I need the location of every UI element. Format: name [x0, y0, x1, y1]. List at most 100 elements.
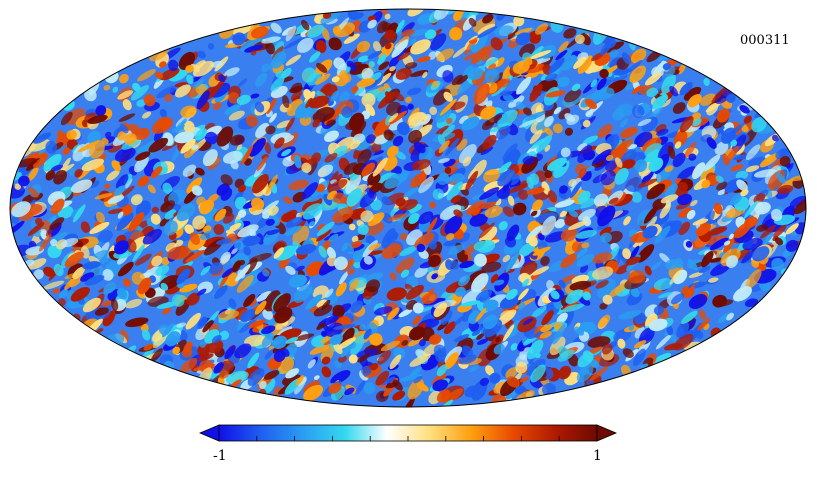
field-blob [224, 104, 241, 115]
field-blob [717, 189, 727, 196]
field-blob [405, 62, 418, 69]
field-blob [117, 261, 134, 277]
field-blob [312, 107, 335, 123]
field-blob [284, 225, 302, 237]
field-blob [730, 164, 744, 172]
field-blob [730, 192, 743, 206]
field-blob [250, 26, 269, 39]
field-blob [525, 111, 546, 121]
field-blob [326, 119, 337, 127]
field-blob [33, 158, 46, 169]
field-blob [411, 159, 431, 171]
field-blob [125, 298, 143, 309]
field-blob [493, 25, 514, 37]
field-blob [368, 61, 375, 68]
field-blob [361, 92, 376, 108]
field-blob [106, 169, 120, 182]
field-blob [128, 212, 145, 232]
field-blob [709, 257, 723, 263]
field-blob [333, 192, 346, 204]
field-blob [103, 183, 111, 190]
field-blob [324, 288, 334, 298]
field-blob [736, 179, 748, 192]
field-blob [697, 317, 711, 331]
field-blob [285, 54, 301, 66]
field-blob [290, 90, 303, 101]
field-blob [368, 243, 382, 251]
field-blob [96, 328, 104, 333]
field-blob [793, 197, 806, 215]
field-blob [207, 43, 215, 50]
field-blob [479, 377, 490, 387]
field-blob [560, 147, 571, 158]
field-blob [446, 117, 453, 124]
field-blob [692, 162, 706, 180]
field-blob [615, 264, 631, 275]
field-blob [327, 179, 348, 193]
field-blob [134, 155, 149, 173]
field-blob [435, 107, 452, 123]
field-blob [117, 90, 133, 100]
field-blob [288, 179, 309, 191]
field-blob [254, 300, 267, 315]
field-blob [708, 226, 728, 236]
field-blob [372, 157, 388, 177]
field-blob [514, 27, 533, 35]
field-blob [642, 225, 658, 239]
field-blob [14, 183, 21, 190]
field-blob [652, 95, 667, 110]
field-blob [321, 299, 331, 310]
field-blob [224, 67, 240, 77]
field-blob [558, 108, 571, 120]
field-blob [240, 309, 257, 322]
field-blob [630, 286, 640, 298]
field-blob [315, 40, 327, 54]
field-blob [356, 78, 376, 88]
field-blob [605, 160, 618, 172]
field-blob [112, 86, 119, 93]
field-blob [122, 99, 132, 111]
field-blob [559, 185, 568, 194]
field-blob [392, 390, 406, 401]
field-blob [546, 155, 560, 167]
field-blob [363, 328, 372, 340]
map-field [10, 9, 806, 407]
field-blob [237, 78, 248, 88]
field-blob [484, 114, 503, 127]
field-blob [43, 266, 55, 277]
field-blob [307, 289, 315, 295]
field-blob [143, 94, 156, 107]
field-blob [213, 362, 224, 374]
field-blob [297, 37, 314, 53]
field-blob [685, 284, 695, 299]
field-blob [426, 217, 438, 234]
field-blob [483, 168, 500, 183]
field-blob [135, 200, 151, 218]
field-blob [547, 190, 558, 203]
field-blob [541, 310, 554, 326]
field-blob [442, 70, 454, 83]
field-blob [321, 330, 328, 337]
field-blob [316, 221, 335, 237]
field-blob [688, 272, 703, 278]
field-blob [117, 211, 124, 219]
field-blob [305, 197, 320, 203]
field-blob [536, 134, 553, 153]
field-blob [309, 221, 316, 227]
field-blob [150, 166, 163, 179]
field-blob [268, 205, 279, 216]
field-blob [628, 324, 635, 331]
field-blob [301, 182, 318, 200]
field-blob [388, 112, 399, 123]
field-blob [345, 174, 362, 194]
field-blob [151, 348, 163, 362]
field-blob [204, 131, 218, 145]
field-blob [458, 144, 477, 164]
field-blob [483, 299, 499, 312]
field-blob [95, 105, 107, 117]
field-blob [563, 28, 577, 39]
field-blob [716, 108, 731, 123]
field-blob [723, 240, 731, 246]
field-blob [282, 94, 290, 109]
field-blob [556, 312, 568, 325]
